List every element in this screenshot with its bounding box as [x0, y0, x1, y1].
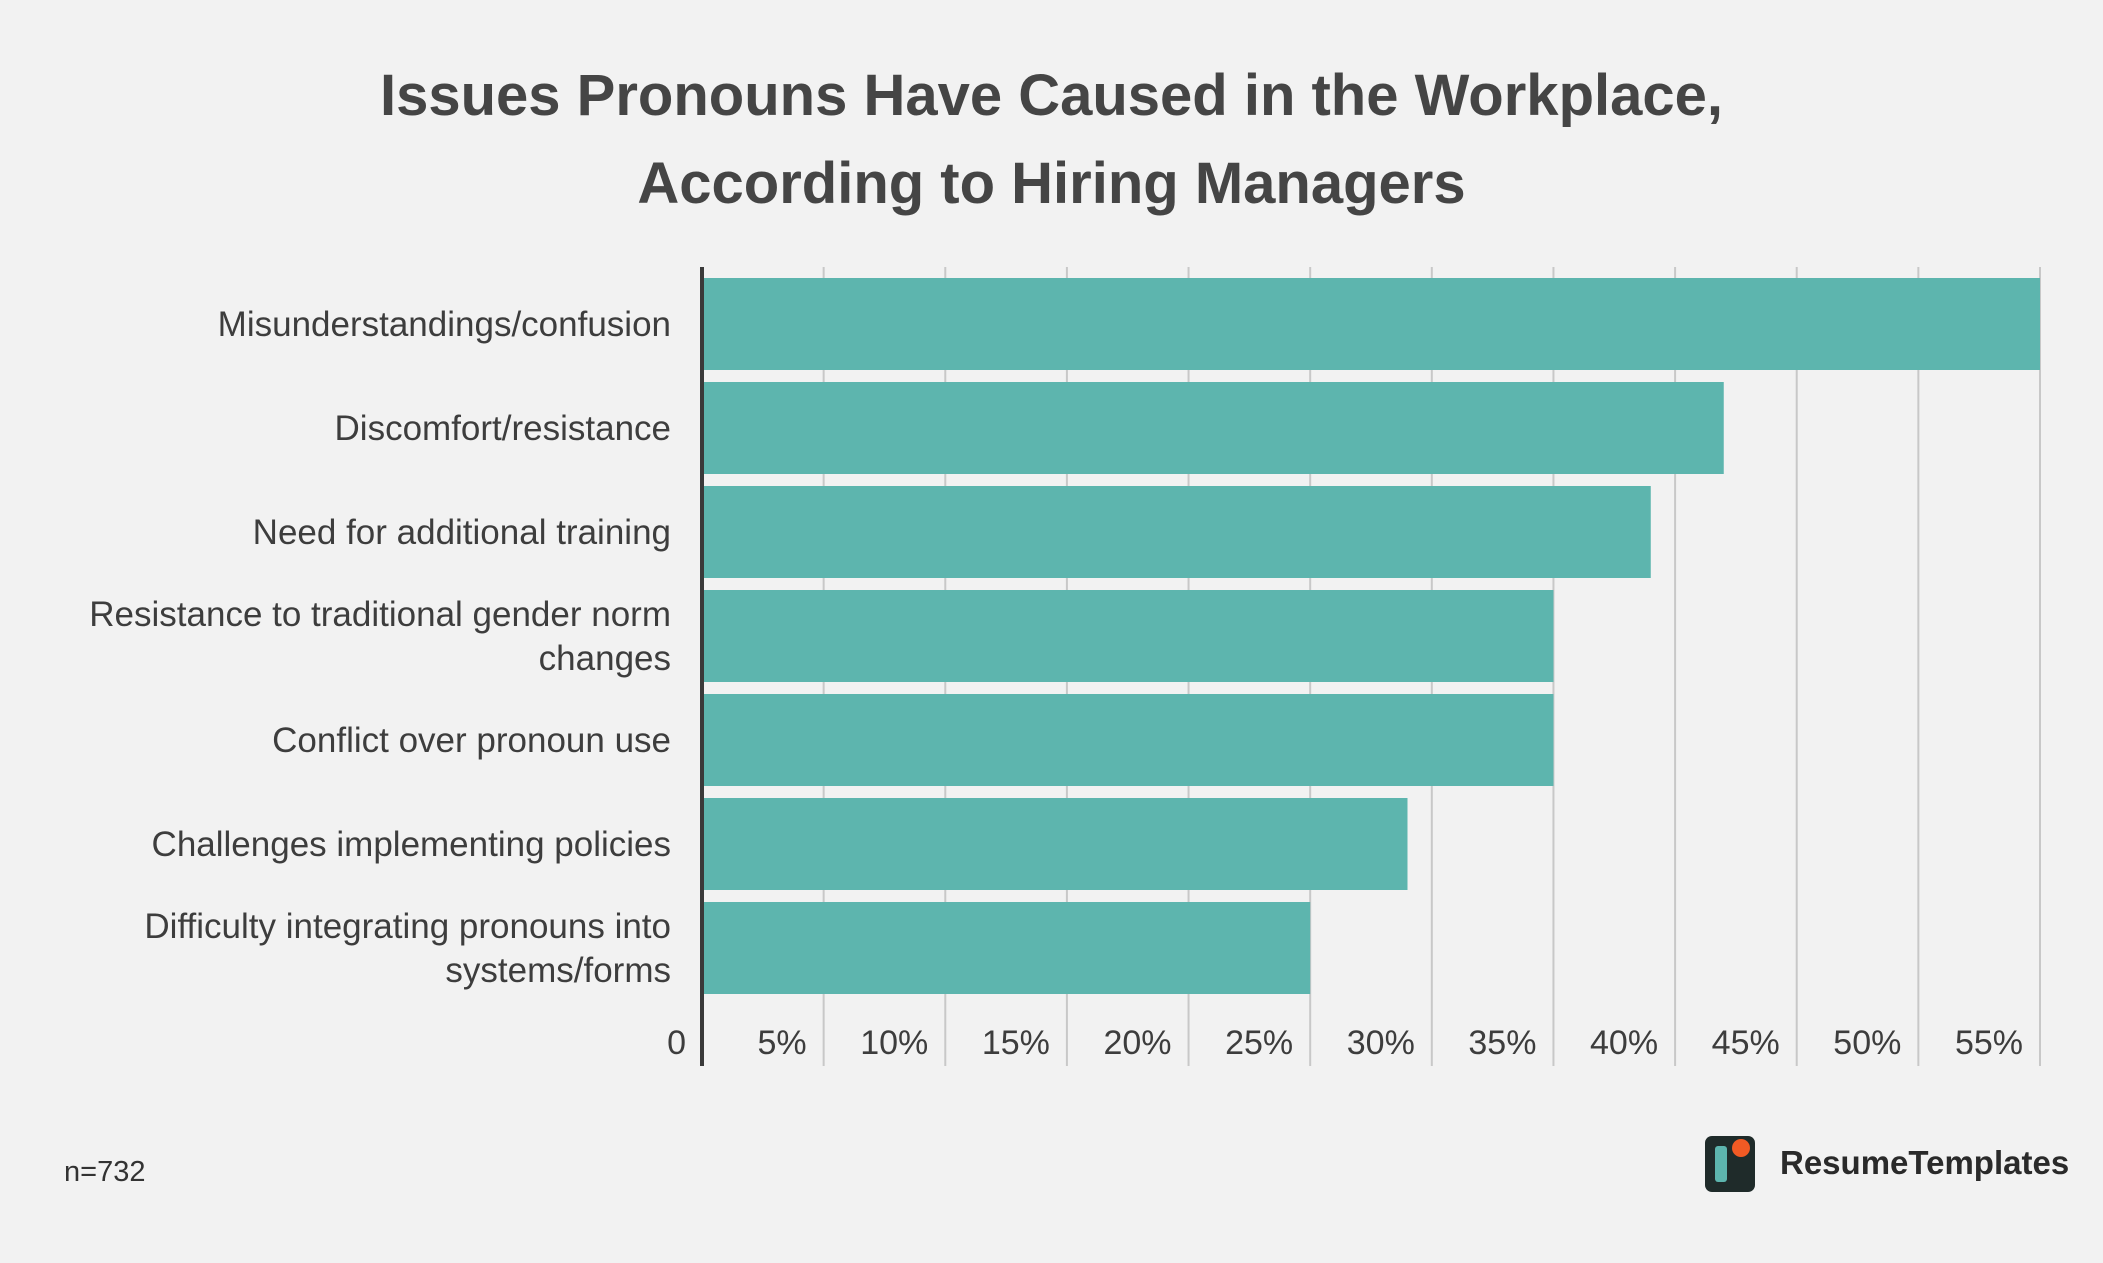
- category-label-5: Challenges implementing policies: [152, 825, 671, 864]
- chart-title: Issues Pronouns Have Caused in the Workp…: [0, 52, 2103, 228]
- category-label-3: Resistance to traditional gender norm cha…: [89, 595, 671, 678]
- chart-title-line-1: Issues Pronouns Have Caused in the Workp…: [379, 63, 1723, 128]
- x-tick-label-0: 0: [667, 1024, 686, 1062]
- category-label-4: Conflict over pronoun use: [272, 721, 671, 760]
- x-tick-label-4: 20%: [1103, 1024, 1171, 1062]
- bar-1: [702, 382, 1724, 474]
- chart-title-line-2: According to Hiring Managers: [637, 151, 1466, 216]
- bar-0: [702, 278, 2040, 370]
- bar-6: [702, 902, 1311, 994]
- x-tick-label-10: 50%: [1833, 1024, 1901, 1062]
- bar-4: [702, 694, 1554, 786]
- x-tick-label-8: 40%: [1590, 1024, 1658, 1062]
- x-tick-label-1: 5%: [757, 1024, 806, 1062]
- category-label-2: Need for additional training: [253, 513, 671, 552]
- sample-size-note: n=732: [64, 1156, 146, 1188]
- x-tick-label-7: 35%: [1468, 1024, 1536, 1062]
- category-label-0: Misunderstandings/confusion: [218, 305, 671, 344]
- category-label-6: Difficulty integrating pronouns into syst…: [144, 907, 671, 990]
- x-tick-label-5: 25%: [1225, 1024, 1293, 1062]
- brand: ResumeTemplates: [1705, 1134, 2069, 1192]
- bar-5: [702, 798, 1408, 890]
- brand-name: ResumeTemplates: [1780, 1144, 2070, 1181]
- bar-3: [702, 590, 1554, 682]
- x-tick-label-6: 30%: [1347, 1024, 1415, 1062]
- x-tick-label-9: 45%: [1712, 1024, 1780, 1062]
- category-label-1: Discomfort/resistance: [335, 409, 671, 448]
- x-tick-label-2: 10%: [860, 1024, 928, 1062]
- resume-templates-logo-icon: [1705, 1134, 1757, 1192]
- x-tick-label-11: 55%: [1955, 1024, 2023, 1062]
- bar-2: [702, 486, 1651, 578]
- x-tick-label-3: 15%: [982, 1024, 1050, 1062]
